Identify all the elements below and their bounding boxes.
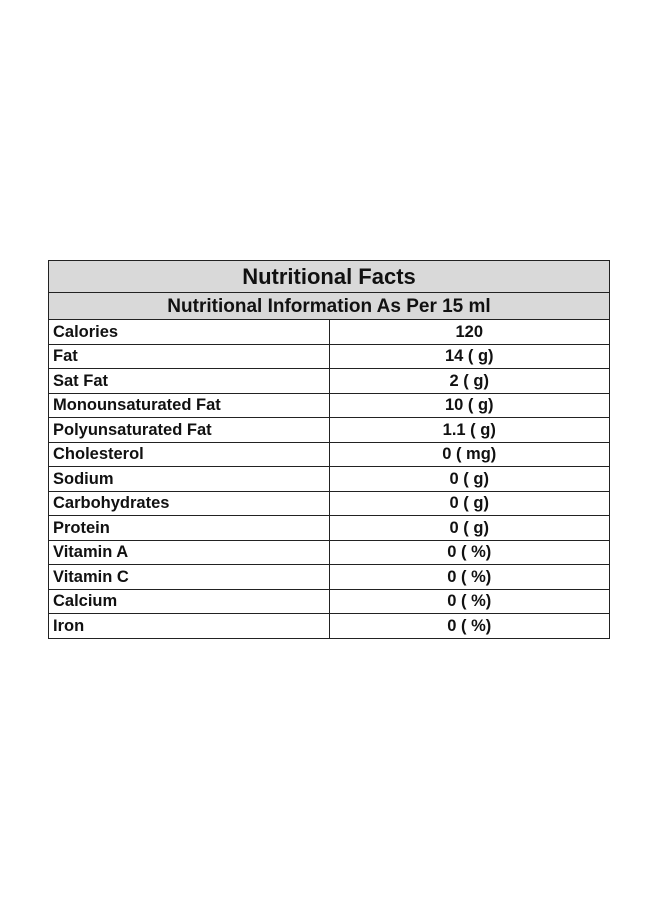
table-row-polyunsaturated-fat: Polyunsaturated Fat 1.1 ( g)	[48, 417, 610, 443]
table-subtitle: Nutritional Information As Per 15 ml	[48, 292, 610, 320]
table-row-sodium: Sodium 0 ( g)	[48, 466, 610, 492]
table-row-vitamin-c: Vitamin C 0 ( %)	[48, 564, 610, 590]
nutrient-value: 14 ( g)	[328, 343, 610, 369]
nutrient-label: Polyunsaturated Fat	[48, 417, 330, 443]
table-row-carbohydrates: Carbohydrates 0 ( g)	[48, 490, 610, 516]
table-row-cholesterol: Cholesterol 0 ( mg)	[48, 441, 610, 467]
nutrient-value: 0 ( g)	[328, 490, 610, 516]
nutrient-value: 0 ( mg)	[328, 441, 610, 467]
table-title-row: Nutritional Facts	[48, 260, 610, 293]
nutrient-label: Calories	[48, 319, 330, 345]
table-row-sat-fat: Sat Fat 2 ( g)	[48, 368, 610, 394]
nutrient-label: Monounsaturated Fat	[48, 392, 330, 418]
nutrient-label: Iron	[48, 613, 330, 639]
table-row-monounsaturated-fat: Monounsaturated Fat 10 ( g)	[48, 392, 610, 418]
nutrient-label: Vitamin C	[48, 564, 330, 590]
nutrient-label: Sodium	[48, 466, 330, 492]
nutrient-value: 0 ( %)	[328, 539, 610, 565]
nutrient-label: Sat Fat	[48, 368, 330, 394]
nutrient-label: Cholesterol	[48, 441, 330, 467]
nutrient-label: Carbohydrates	[48, 490, 330, 516]
table-row-vitamin-a: Vitamin A 0 ( %)	[48, 539, 610, 565]
table-row-fat: Fat 14 ( g)	[48, 343, 610, 369]
nutrient-value: 0 ( g)	[328, 466, 610, 492]
nutrient-label: Calcium	[48, 588, 330, 614]
table-row-iron: Iron 0 ( %)	[48, 613, 610, 639]
table-row-protein: Protein 0 ( g)	[48, 515, 610, 541]
nutrient-value: 0 ( %)	[328, 588, 610, 614]
nutrient-value: 120	[328, 319, 610, 345]
nutrient-label: Protein	[48, 515, 330, 541]
table-row-calcium: Calcium 0 ( %)	[48, 588, 610, 614]
nutrient-value: 0 ( %)	[328, 613, 610, 639]
nutrition-table-body: Nutritional Facts Nutritional Informatio…	[48, 260, 610, 639]
nutrient-value: 10 ( g)	[328, 392, 610, 418]
nutrient-value: 2 ( g)	[328, 368, 610, 394]
table-title: Nutritional Facts	[48, 260, 610, 293]
nutrient-value: 1.1 ( g)	[328, 417, 610, 443]
nutrient-value: 0 ( %)	[328, 564, 610, 590]
nutrient-value: 0 ( g)	[328, 515, 610, 541]
table-subtitle-row: Nutritional Information As Per 15 ml	[48, 292, 610, 320]
nutrition-facts-table: Nutritional Facts Nutritional Informatio…	[48, 260, 610, 639]
nutrient-label: Vitamin A	[48, 539, 330, 565]
nutrient-label: Fat	[48, 343, 330, 369]
table-row-calories: Calories 120	[48, 319, 610, 345]
